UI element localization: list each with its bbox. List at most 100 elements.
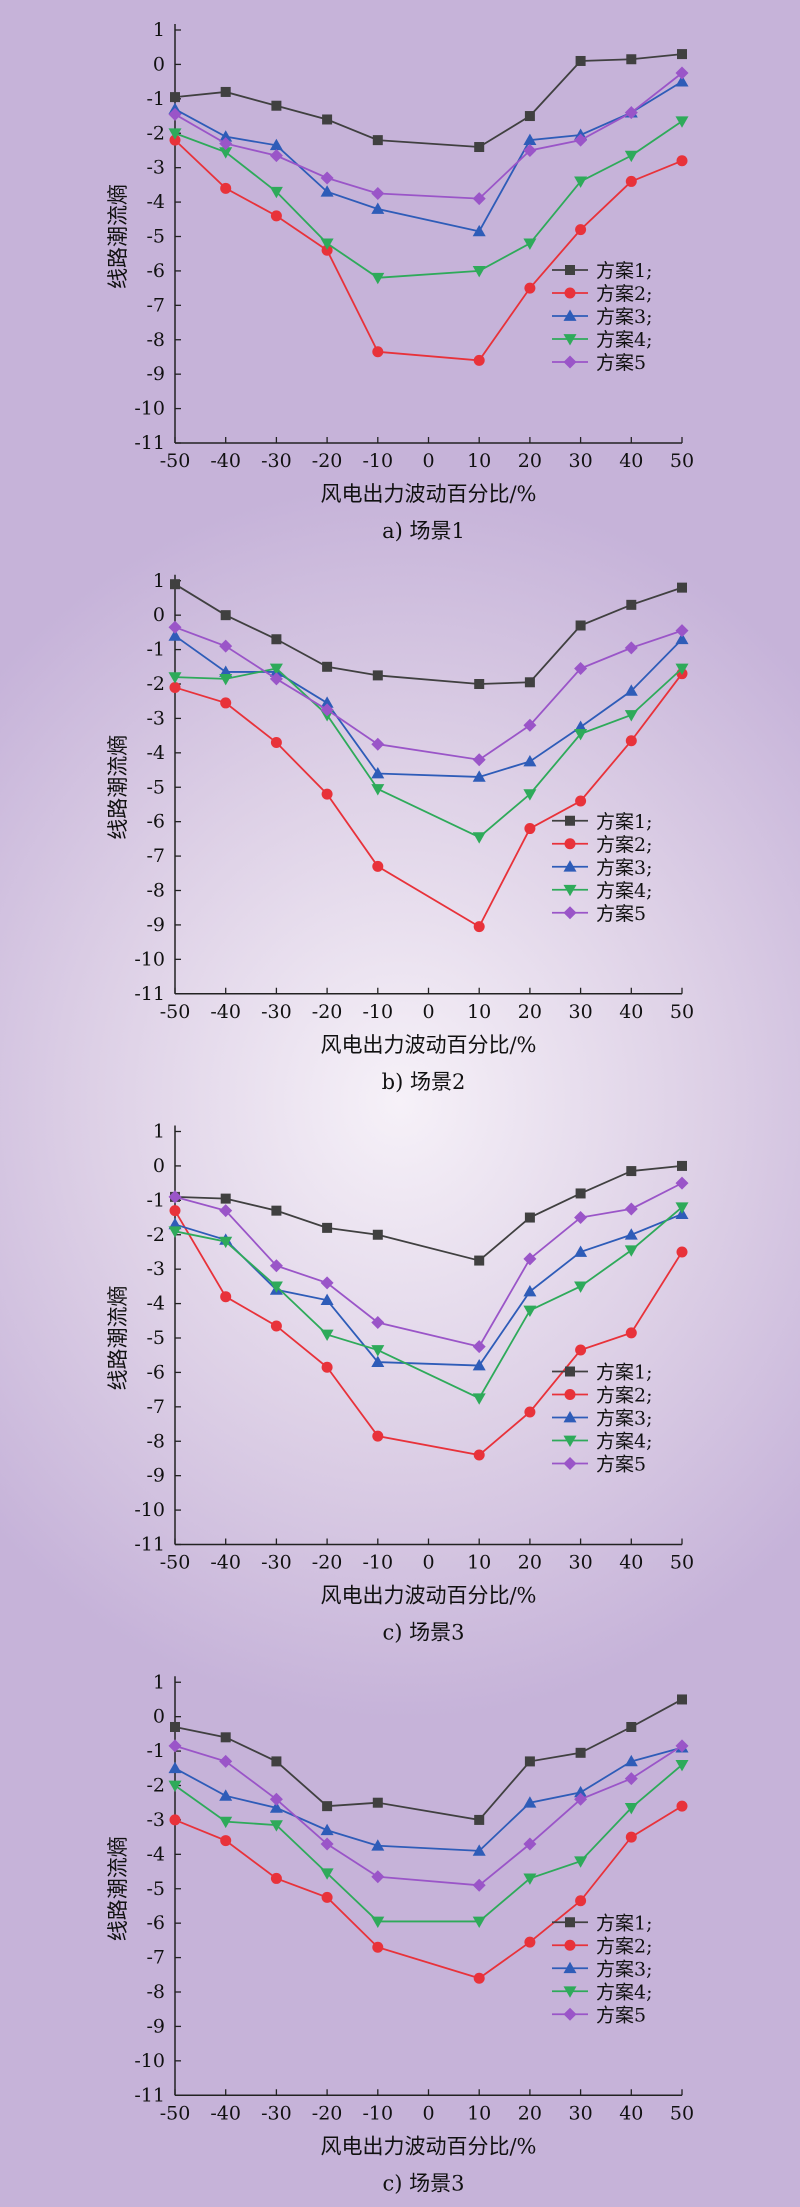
y-tick-label: -3 — [146, 157, 165, 179]
data-point-s2 — [220, 1835, 232, 1847]
data-point-s2 — [321, 244, 333, 256]
data-point-s4 — [269, 1820, 283, 1832]
data-point-s2 — [220, 697, 232, 709]
data-point-s1 — [322, 1801, 333, 1812]
legend-marker — [565, 265, 575, 275]
data-point-s2 — [169, 681, 181, 693]
data-point-s4 — [675, 663, 689, 676]
y-tick-label: -6 — [146, 1361, 165, 1383]
data-point-s1 — [322, 661, 333, 672]
data-point-s3 — [371, 1839, 385, 1851]
data-point-s1 — [372, 135, 383, 146]
legend-marker — [564, 838, 576, 850]
legend-marker — [563, 2007, 577, 2021]
data-point-s1 — [474, 1255, 485, 1266]
y-tick-label: -11 — [134, 432, 165, 454]
x-tick-label: 0 — [422, 1001, 434, 1023]
data-point-s3 — [472, 1359, 486, 1371]
data-point-s1 — [220, 1732, 231, 1743]
data-point-s2 — [169, 1205, 181, 1217]
x-tick-label: 10 — [467, 2102, 491, 2124]
series-line-1 — [174, 1698, 683, 1821]
data-point-s4 — [624, 1245, 638, 1257]
data-point-s2 — [676, 1800, 688, 1812]
y-tick-label: 1 — [153, 1121, 165, 1143]
data-point-s3 — [320, 1293, 334, 1306]
x-axis-label: 风电出力波动百分比/% — [320, 2134, 536, 2158]
data-point-s1 — [677, 49, 687, 60]
y-tick-label: -9 — [146, 914, 165, 936]
legend-marker — [565, 815, 575, 826]
data-point-s3 — [574, 1245, 588, 1257]
y-tick-label: -10 — [134, 398, 165, 420]
y-tick-label: -5 — [146, 1878, 165, 1900]
x-tick-label: 20 — [518, 2102, 542, 2124]
data-point-s4 — [574, 729, 588, 741]
y-tick-label: -2 — [146, 673, 165, 695]
data-point-s2 — [220, 1291, 232, 1303]
legend-label: 方案4; — [596, 880, 653, 902]
legend-label: 方案2; — [596, 1385, 653, 1407]
series-line-3 — [174, 1746, 683, 1852]
chart-panel-4: 10-1-2-3-4-5-6-7-8-9-10-11-50 -40 -30 -20 -1… — [106, 1671, 694, 2195]
data-point-s3 — [320, 1823, 334, 1836]
data-point-s4 — [320, 1329, 334, 1342]
data-point-s5 — [523, 1837, 537, 1851]
chart-caption: a) 场景1 — [382, 519, 465, 543]
x-tick-label: 30 — [569, 1001, 593, 1023]
y-tick-label: -11 — [134, 1534, 165, 1556]
data-point-s4 — [219, 147, 233, 159]
x-tick-label: -30 — [261, 450, 292, 472]
data-point-s1 — [575, 1188, 586, 1199]
y-tick-label: -5 — [146, 1327, 165, 1349]
data-point-s5 — [472, 192, 486, 206]
data-point-s5 — [168, 107, 182, 121]
y-tick-label: -1 — [146, 88, 165, 110]
data-point-s2 — [220, 182, 232, 194]
x-axis-label: 风电出力波动百分比/% — [320, 1033, 536, 1057]
data-point-s5 — [219, 1754, 233, 1768]
data-point-s2 — [676, 1246, 688, 1258]
data-point-s1 — [626, 599, 637, 610]
series-line-1 — [174, 1165, 683, 1262]
legend-label: 方案5 — [596, 352, 646, 374]
data-point-s5 — [269, 149, 283, 163]
series-line-2 — [174, 1805, 683, 1980]
data-point-s3 — [371, 202, 385, 214]
series-line-3 — [174, 635, 683, 778]
data-point-s2 — [321, 1891, 333, 1903]
y-tick-label: 1 — [153, 1671, 165, 1693]
data-point-s4 — [574, 1281, 588, 1293]
data-point-s1 — [271, 100, 282, 111]
legend-label: 方案2; — [596, 1935, 653, 1957]
data-point-s1 — [322, 1222, 333, 1233]
series-line-4 — [174, 120, 683, 279]
y-tick-label: -8 — [146, 1430, 165, 1452]
x-tick-label: -50 — [160, 1552, 191, 1574]
legend-label: 方案3; — [596, 1408, 653, 1430]
series-line-4 — [174, 1764, 683, 1923]
data-point-s4 — [320, 1868, 334, 1880]
legend-label: 方案3; — [596, 306, 653, 328]
legend-marker — [563, 1457, 577, 1470]
data-point-s4 — [371, 1916, 385, 1928]
data-point-s2 — [473, 354, 485, 366]
data-point-s5 — [269, 1259, 283, 1273]
data-point-s5 — [675, 1739, 689, 1753]
y-axis-label: 线路潮流熵 — [106, 184, 130, 289]
x-tick-label: -20 — [312, 1552, 343, 1574]
data-point-s4 — [574, 176, 588, 188]
legend-marker — [563, 1435, 577, 1447]
x-tick-label: -50 — [160, 1001, 191, 1023]
data-point-s5 — [320, 171, 334, 185]
data-point-s4 — [320, 238, 334, 250]
data-point-s2 — [270, 1320, 282, 1332]
data-point-s4 — [523, 1305, 537, 1317]
legend-label: 方案4; — [596, 329, 653, 351]
x-tick-label: 30 — [569, 1552, 593, 1574]
data-point-s2 — [575, 224, 587, 236]
series-line-5 — [174, 1745, 683, 1887]
data-point-s5 — [371, 1316, 385, 1330]
